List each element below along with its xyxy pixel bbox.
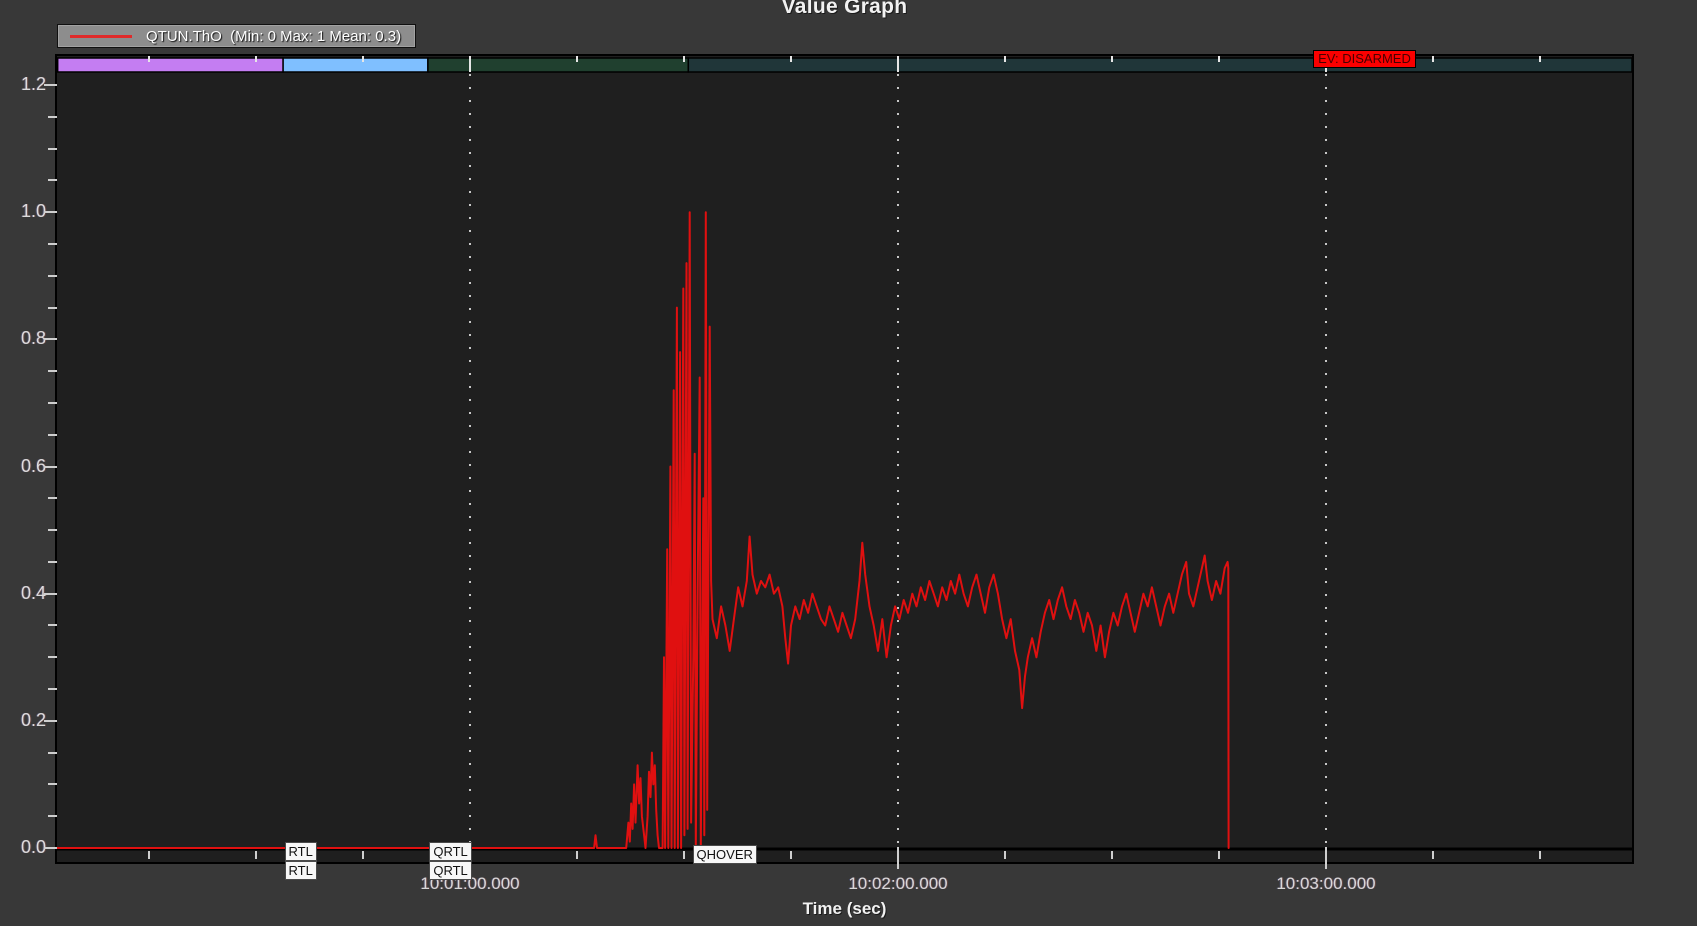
x-tick bbox=[1110, 851, 1113, 859]
mode-label: QHOVER bbox=[692, 845, 757, 864]
y-tick bbox=[48, 179, 57, 182]
x-tick bbox=[1431, 851, 1434, 859]
x-tick bbox=[896, 847, 899, 869]
x-tick bbox=[148, 851, 150, 859]
event-label-disarmed: EV: DISARMED bbox=[1313, 50, 1416, 68]
y-tick bbox=[44, 592, 57, 595]
flight-mode-span bbox=[57, 57, 284, 73]
mode-label: QRTL bbox=[429, 842, 472, 861]
y-tick bbox=[44, 211, 57, 214]
x-tick-label: 10:02:00.000 bbox=[848, 874, 948, 893]
y-tick bbox=[48, 433, 57, 436]
y-tick-label: 0.4 bbox=[20, 582, 46, 603]
y-tick bbox=[48, 401, 57, 404]
y-tick bbox=[44, 84, 57, 87]
mode-label: RTL bbox=[284, 842, 317, 861]
legend-label: QTUN.ThO (Min: 0 Max: 1 Mean: 0.3) bbox=[146, 27, 402, 45]
legend[interactable]: QTUN.ThO (Min: 0 Max: 1 Mean: 0.3) bbox=[57, 24, 417, 48]
plot-area[interactable] bbox=[55, 54, 1634, 864]
y-tick bbox=[48, 529, 57, 532]
x-tick bbox=[362, 851, 364, 859]
y-tick bbox=[48, 751, 57, 754]
flight-mode-span bbox=[687, 57, 1632, 73]
y-tick bbox=[48, 147, 57, 150]
y-tick bbox=[48, 560, 57, 563]
flight-mode-span bbox=[427, 57, 690, 73]
y-tick bbox=[48, 274, 57, 277]
plot-canvas bbox=[57, 56, 1632, 851]
x-tick bbox=[1538, 851, 1541, 859]
y-tick bbox=[48, 815, 57, 818]
x-axis-title: Time (sec) bbox=[802, 899, 887, 918]
y-tick bbox=[48, 624, 57, 627]
y-tick bbox=[44, 847, 57, 849]
y-tick bbox=[44, 338, 57, 341]
y-tick bbox=[44, 465, 57, 468]
x-tick bbox=[682, 851, 685, 859]
y-tick bbox=[48, 497, 57, 500]
x-tick bbox=[1003, 851, 1006, 859]
y-tick bbox=[48, 656, 57, 659]
y-tick bbox=[44, 719, 57, 722]
y-tick-label: 0.0 bbox=[20, 837, 46, 857]
y-tick bbox=[48, 242, 57, 245]
x-tick bbox=[789, 851, 792, 859]
x-tick bbox=[1217, 851, 1220, 859]
y-tick bbox=[48, 783, 57, 786]
x-tick bbox=[575, 851, 578, 859]
x-tick bbox=[255, 851, 257, 859]
x-tick bbox=[1324, 847, 1327, 869]
y-tick bbox=[48, 688, 57, 691]
flight-mode-span bbox=[282, 57, 429, 73]
y-tick-label: 1.2 bbox=[20, 74, 46, 95]
plot-title: Value Graph bbox=[781, 0, 908, 18]
y-tick-label: 0.8 bbox=[20, 328, 46, 349]
y-tick bbox=[48, 115, 57, 118]
x-tick-label: 10:03:00.000 bbox=[1276, 874, 1376, 893]
y-tick-label: 0.2 bbox=[20, 709, 46, 730]
mode-label: QRTL bbox=[429, 861, 472, 880]
y-tick-label: 1.0 bbox=[20, 201, 46, 222]
legend-line-swatch bbox=[70, 34, 132, 38]
y-tick bbox=[48, 306, 57, 309]
y-tick bbox=[48, 370, 57, 373]
data-series-line bbox=[57, 211, 1230, 849]
y-tick-label: 0.6 bbox=[20, 455, 46, 476]
mode-label: RTL bbox=[284, 861, 317, 880]
